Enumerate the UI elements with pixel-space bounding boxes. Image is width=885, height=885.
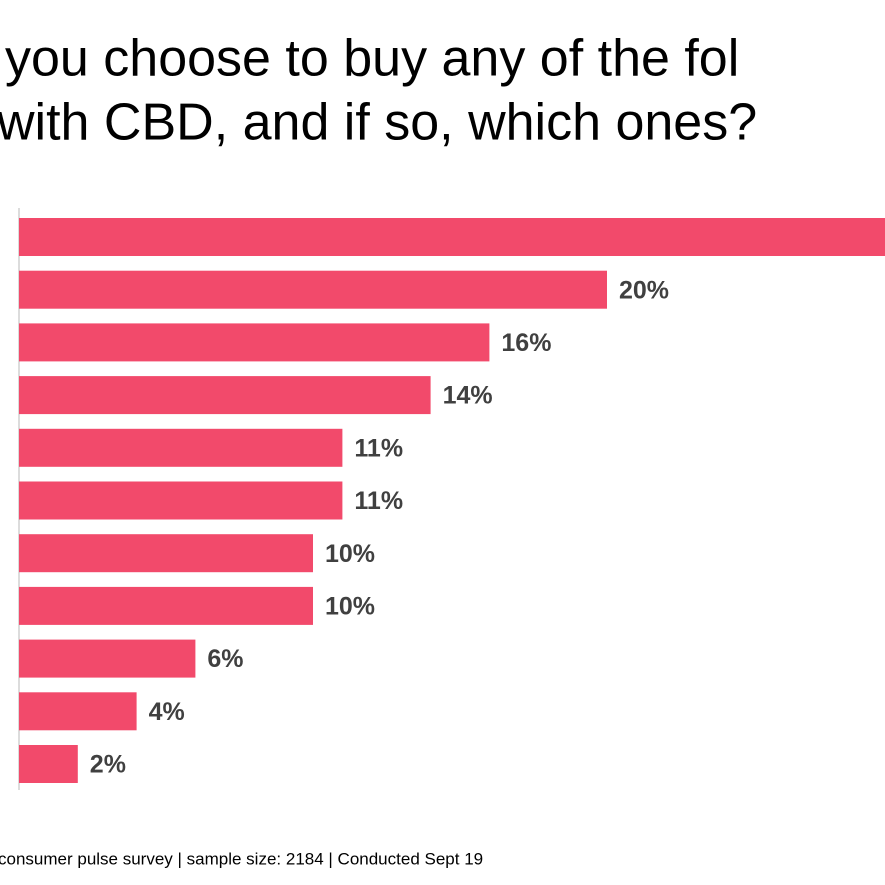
value-label: 20% [619, 276, 669, 304]
bar [19, 323, 490, 362]
chart-title: with CBD, and if so, which ones? [0, 94, 757, 152]
bar [19, 218, 885, 256]
bar [19, 692, 137, 731]
value-label: 11% [354, 434, 403, 462]
bar [19, 428, 343, 467]
bar [19, 639, 196, 678]
value-label: 16% [501, 329, 551, 357]
value-label: 4% [149, 698, 185, 726]
value-label: 14% [443, 382, 493, 410]
value-label: 10% [325, 540, 375, 568]
value-label: 2% [90, 751, 126, 779]
bar [19, 481, 343, 520]
bar [19, 376, 431, 415]
value-label: 11% [354, 487, 403, 515]
bar [19, 534, 313, 573]
value-label: 6% [207, 645, 243, 673]
footer: consumer pulse survey | sample size: 218… [0, 849, 483, 868]
bar [19, 586, 313, 625]
bar [19, 270, 607, 309]
value-label: 10% [325, 593, 375, 621]
bar [19, 745, 78, 783]
chart-title: you choose to buy any of the fol [5, 30, 739, 88]
